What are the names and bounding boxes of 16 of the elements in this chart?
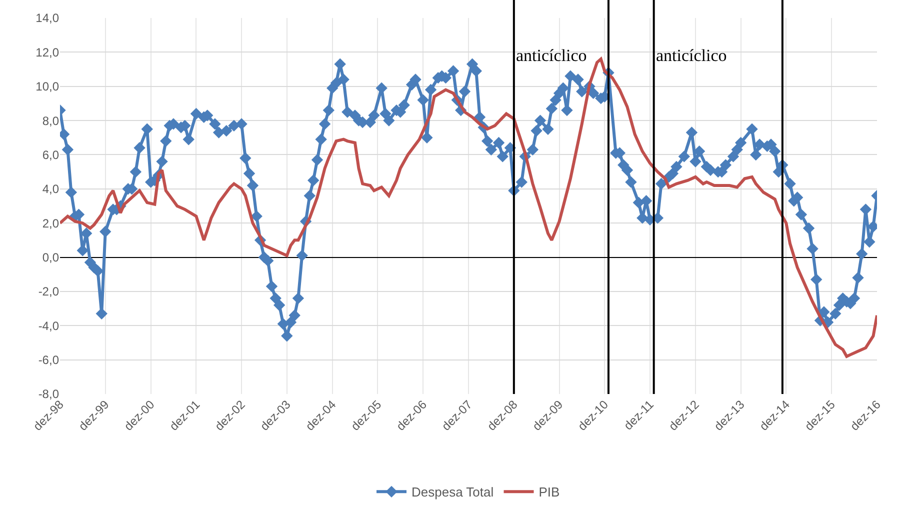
y-tick-label: 12,0	[36, 45, 60, 60]
y-tick-label: -6,0	[38, 353, 60, 368]
y-tick-label: -4,0	[38, 318, 60, 333]
y-tick-label: 2,0	[42, 216, 60, 230]
y-tick-label: 10,0	[36, 80, 60, 94]
y-tick-label: 0,0	[42, 250, 60, 264]
ref-line-label: anticíclico	[656, 46, 727, 65]
y-tick-label: 8,0	[42, 114, 60, 128]
legend-label: Despesa Total	[412, 484, 494, 500]
legend-label: PIB	[538, 484, 560, 500]
y-tick-label: 4,0	[42, 182, 60, 196]
y-tick-label: -8,0	[38, 387, 60, 402]
y-tick-label: -2,0	[38, 284, 60, 299]
ref-line-label: anticíclico	[516, 46, 587, 65]
y-tick-label: 14,0	[36, 11, 60, 26]
y-tick-label: 6,0	[42, 148, 60, 162]
